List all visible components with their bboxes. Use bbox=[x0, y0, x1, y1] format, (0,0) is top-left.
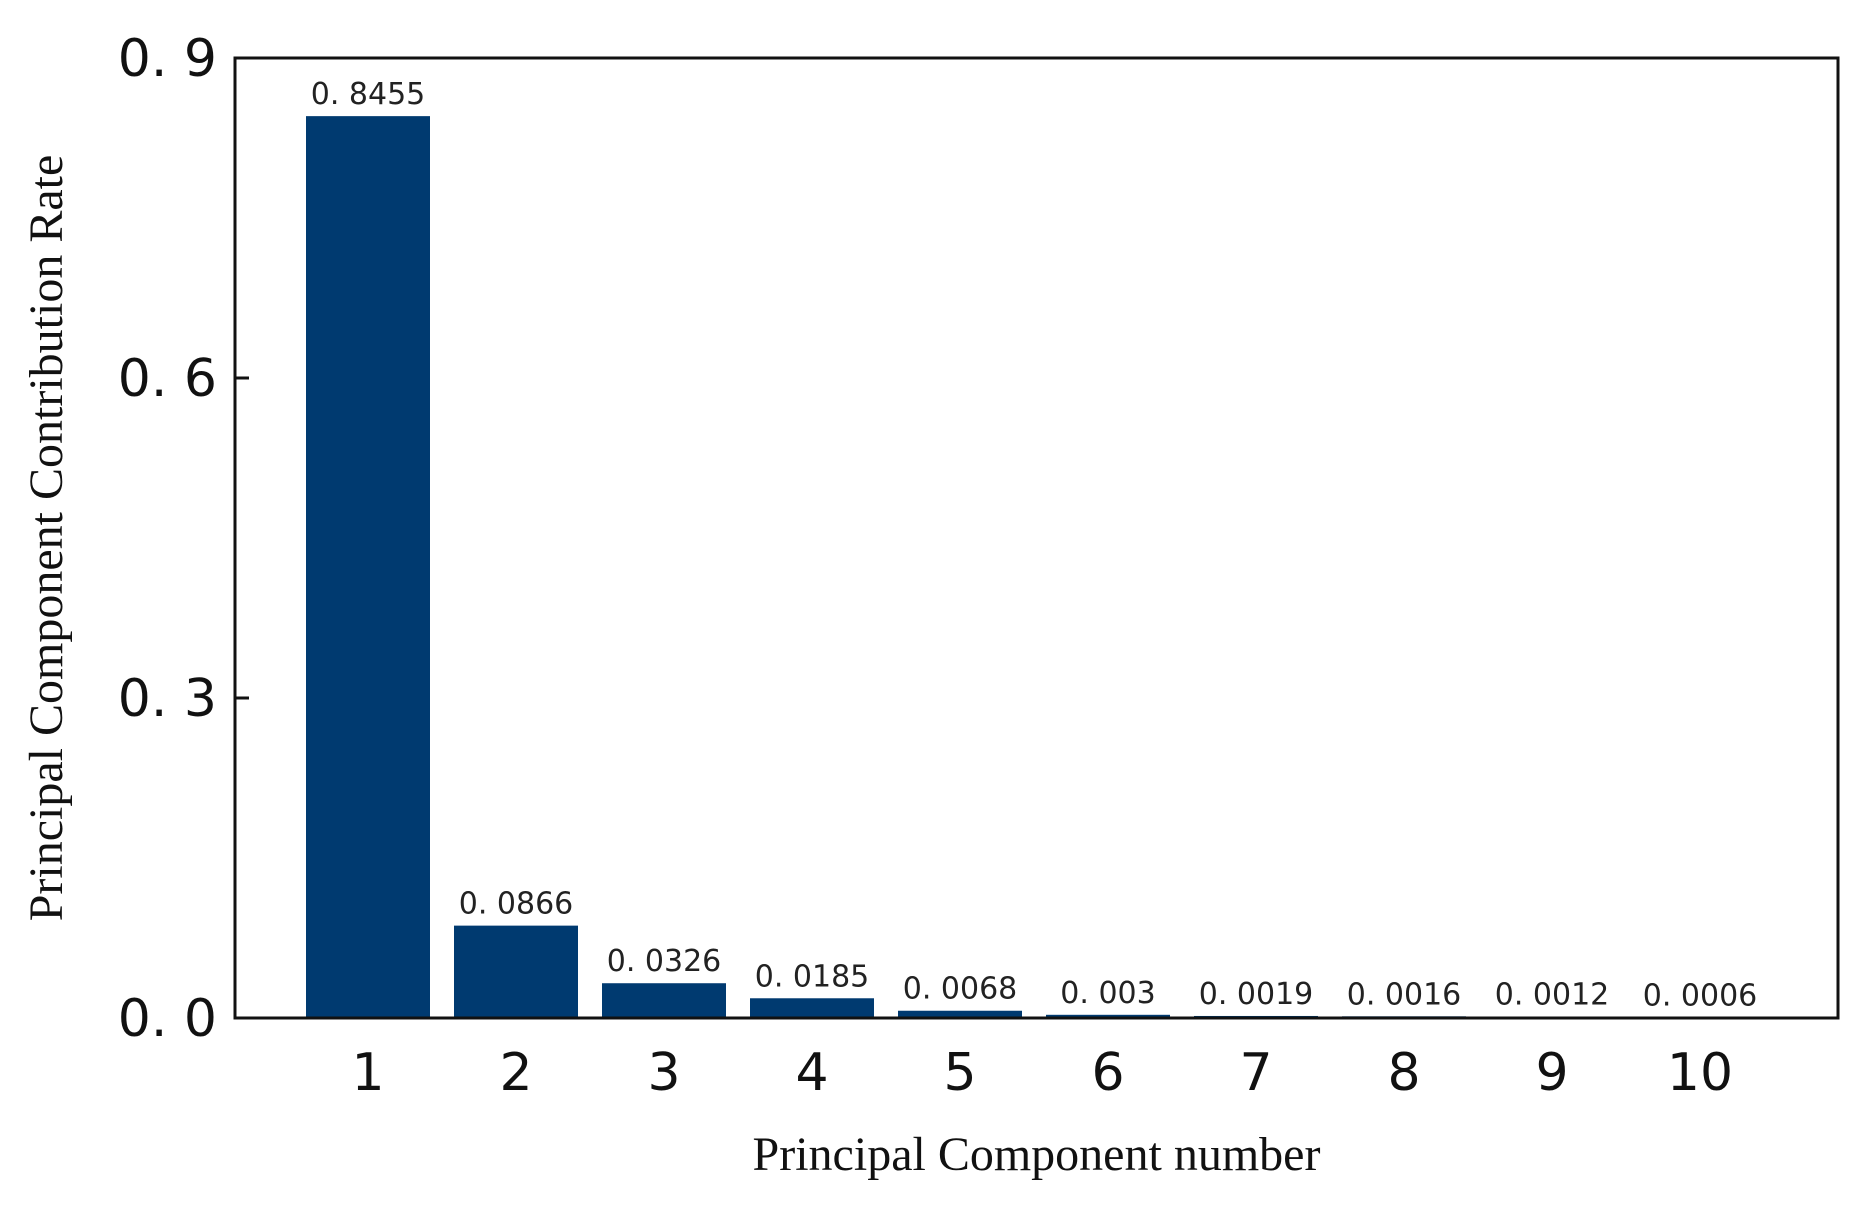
value-label-9: 0. 0012 bbox=[1495, 978, 1610, 1013]
bar-4 bbox=[750, 998, 874, 1018]
x-tick-label-5: 5 bbox=[943, 1043, 976, 1103]
value-label-1: 0. 8455 bbox=[311, 77, 426, 112]
bar-6 bbox=[1046, 1014, 1170, 1018]
value-label-7: 0. 0019 bbox=[1199, 977, 1314, 1012]
bar-5 bbox=[898, 1010, 1022, 1018]
y-tick-label: 0. 6 bbox=[118, 349, 217, 409]
value-label-8: 0. 0016 bbox=[1347, 977, 1462, 1012]
bar-3 bbox=[602, 983, 726, 1018]
value-label-5: 0. 0068 bbox=[903, 972, 1018, 1007]
y-axis-ticks: 0. 0 0. 3 0. 6 0. 9 bbox=[118, 29, 249, 1049]
x-tick-label-7: 7 bbox=[1239, 1043, 1272, 1103]
value-label-10: 0. 0006 bbox=[1643, 978, 1758, 1013]
bar-2 bbox=[454, 925, 578, 1018]
x-tick-label-9: 9 bbox=[1535, 1043, 1568, 1103]
y-tick-label: 0. 0 bbox=[118, 989, 217, 1049]
x-tick-label-1: 1 bbox=[351, 1043, 384, 1103]
y-tick-label: 0. 9 bbox=[118, 29, 217, 89]
value-label-3: 0. 0326 bbox=[607, 944, 722, 979]
x-tick-label-4: 4 bbox=[795, 1043, 828, 1103]
x-tick-label-3: 3 bbox=[647, 1043, 680, 1103]
x-tick-label-10: 10 bbox=[1667, 1043, 1733, 1103]
x-axis-title: Principal Component number bbox=[753, 1128, 1321, 1181]
y-axis-title: Principal Component Contribution Rate bbox=[20, 155, 73, 922]
x-tick-label-8: 8 bbox=[1387, 1043, 1420, 1103]
value-label-4: 0. 0185 bbox=[755, 959, 870, 994]
plot-frame bbox=[233, 56, 1840, 1020]
value-labels: 0. 8455 0. 0866 0. 0326 0. 0185 0. 0068 0. 00… bbox=[311, 77, 1758, 1013]
x-tick-label-2: 2 bbox=[499, 1043, 532, 1103]
x-axis-ticks: 1 2 3 4 5 6 7 8 9 10 bbox=[351, 1043, 1733, 1103]
bars bbox=[306, 116, 1762, 1019]
x-tick-label-6: 6 bbox=[1091, 1043, 1124, 1103]
value-label-2: 0. 0866 bbox=[459, 887, 574, 922]
value-label-6: 0. 003 bbox=[1060, 976, 1155, 1011]
y-tick-label: 0. 3 bbox=[118, 669, 217, 729]
bar-1 bbox=[306, 116, 430, 1019]
